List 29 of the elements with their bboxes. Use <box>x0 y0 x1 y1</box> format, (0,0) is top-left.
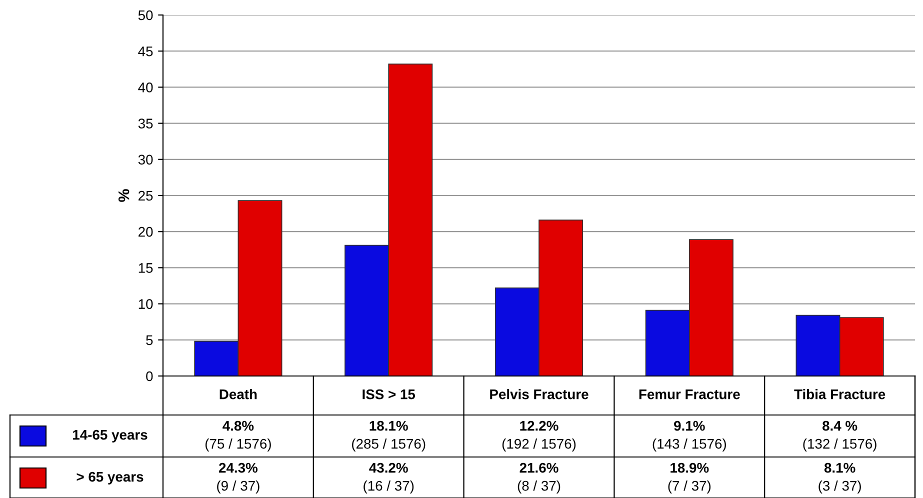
y-axis-title: % <box>118 189 130 202</box>
data-label: 12.2% (192 / 1576) <box>502 420 576 452</box>
y-tick-label: 40 <box>138 82 153 92</box>
x-tick-label: Pelvis Fracture <box>490 389 588 400</box>
y-tick-label: 15 <box>138 263 153 273</box>
data-label: 4.8% (75 / 1576) <box>205 420 271 452</box>
legend-label: > 65 years <box>76 472 144 484</box>
data-label: 18.9% (7 / 37) <box>668 462 711 494</box>
data-label: 21.6% (8 / 37) <box>518 462 560 494</box>
x-tick-label: ISS > 15 <box>362 389 416 400</box>
y-tick-label: 30 <box>138 154 153 165</box>
data-label: 8.1% (3 / 37) <box>818 462 861 494</box>
y-tick-label: 5 <box>146 335 153 346</box>
x-tick-label: Death <box>220 389 257 400</box>
y-tick-label: 45 <box>138 46 153 56</box>
x-tick-label: Tibia Fracture <box>794 389 886 400</box>
y-tick-label: 0 <box>146 371 153 382</box>
data-label: 24.3% (9 / 37) <box>217 462 260 494</box>
y-tick-label: 35 <box>138 118 153 128</box>
y-tick-label: 25 <box>138 190 153 201</box>
data-label: 18.1% (285 / 1576) <box>352 420 426 452</box>
data-label: 43.2% (16 / 37) <box>364 462 414 494</box>
data-label: 8.4 % (132 / 1576) <box>803 420 876 452</box>
data-label: 9.1% (143 / 1576) <box>652 420 726 452</box>
x-tick-label: Femur Fracture <box>639 390 740 400</box>
y-tick-label: 20 <box>138 226 153 237</box>
y-tick-label: 50 <box>138 10 153 20</box>
legend-label: 14-65 years <box>73 430 148 442</box>
y-tick-label: 10 <box>138 299 153 309</box>
